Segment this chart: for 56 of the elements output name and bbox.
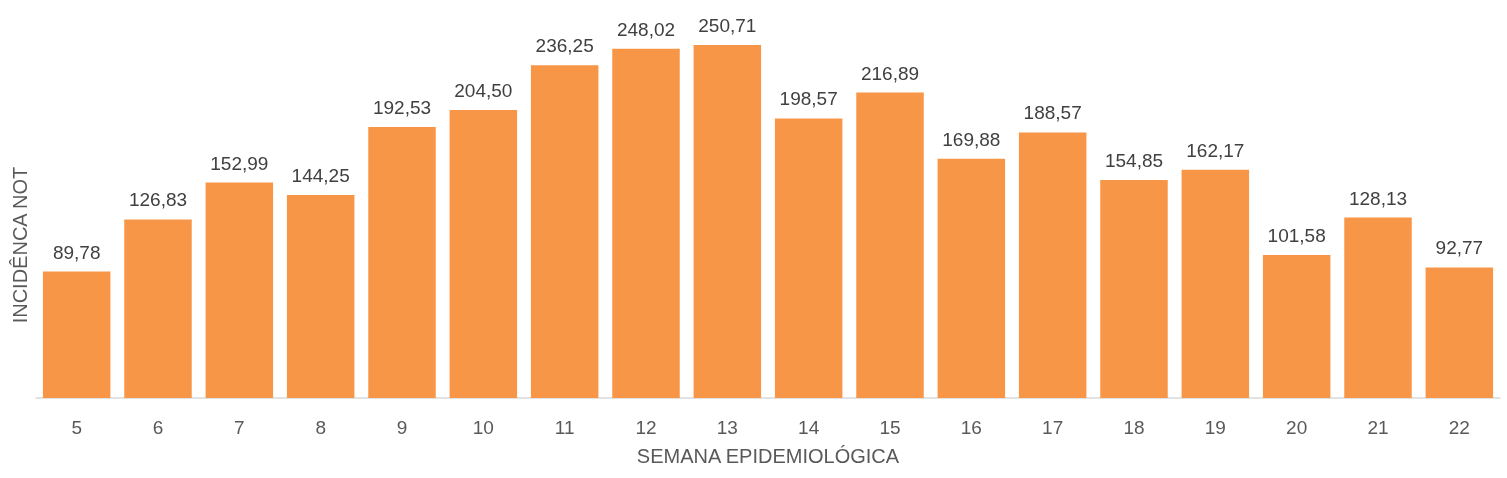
x-tick-label: 9 — [396, 417, 408, 438]
x-tick-label: 17 — [1042, 417, 1064, 438]
x-tick-label: 11 — [554, 417, 575, 438]
bar — [1425, 267, 1494, 398]
x-tick-label: 20 — [1286, 417, 1308, 438]
x-tick-label: 13 — [716, 417, 738, 438]
data-label: 169,88 — [942, 128, 1001, 150]
bar — [937, 158, 1006, 398]
x-tick-label: 21 — [1367, 417, 1389, 438]
data-label: 236,25 — [535, 35, 594, 57]
bar — [1262, 254, 1331, 398]
y-axis-title: INCIDÊNCA NOT — [9, 166, 31, 324]
x-tick-label: 6 — [152, 417, 164, 438]
bar — [205, 182, 274, 398]
data-label: 101,58 — [1267, 224, 1326, 246]
x-tick-label: 12 — [635, 417, 657, 438]
bar — [1344, 217, 1412, 398]
data-label: 89,78 — [52, 241, 101, 263]
x-tick-label: 18 — [1123, 417, 1145, 438]
x-tick-label: 16 — [960, 417, 982, 438]
data-label: 204,50 — [454, 80, 513, 102]
data-label: 92,77 — [1435, 237, 1484, 259]
bar — [774, 118, 843, 398]
bar — [612, 48, 680, 398]
data-label: 198,57 — [779, 88, 838, 110]
data-label: 126,83 — [128, 189, 188, 211]
data-label: 216,89 — [860, 62, 920, 84]
bar — [1018, 132, 1087, 398]
x-tick-label: 22 — [1448, 417, 1470, 438]
bar — [42, 271, 111, 398]
x-axis-title: SEMANA EPIDEMIOLÓGICA — [636, 445, 900, 467]
data-label: 192,53 — [372, 96, 432, 118]
bar — [856, 92, 924, 398]
bar — [124, 219, 192, 398]
data-label: 250,71 — [698, 15, 757, 36]
data-label: 154,85 — [1104, 149, 1164, 171]
x-tick-label: 7 — [234, 417, 245, 438]
bar — [1181, 169, 1250, 398]
x-tick-label: 15 — [879, 417, 901, 438]
bar — [1100, 179, 1168, 398]
x-tick-label: 19 — [1204, 417, 1226, 438]
data-label: 144,25 — [291, 164, 350, 186]
x-tick-label: 14 — [798, 417, 820, 438]
data-label: 128,13 — [1348, 187, 1408, 209]
data-label: 152,99 — [210, 152, 269, 174]
bar — [530, 65, 599, 398]
data-label: 188,57 — [1023, 102, 1082, 124]
bar — [286, 194, 355, 398]
bar — [368, 126, 436, 398]
bar — [693, 45, 762, 398]
bar — [449, 110, 518, 398]
x-tick-label: 8 — [315, 417, 326, 438]
x-tick-label: 10 — [472, 417, 494, 438]
x-tick-label: 5 — [71, 417, 82, 438]
data-label: 162,17 — [1186, 139, 1245, 161]
data-label: 248,02 — [616, 18, 676, 40]
